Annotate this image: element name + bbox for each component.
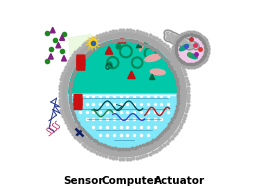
Polygon shape <box>48 54 53 59</box>
Polygon shape <box>105 47 113 54</box>
Polygon shape <box>128 71 135 79</box>
Ellipse shape <box>188 53 197 59</box>
Circle shape <box>89 39 97 47</box>
Text: Actuator: Actuator <box>154 176 205 186</box>
Polygon shape <box>50 27 55 33</box>
Ellipse shape <box>179 44 189 51</box>
Polygon shape <box>136 42 142 48</box>
Ellipse shape <box>150 69 165 75</box>
Polygon shape <box>138 34 144 51</box>
FancyBboxPatch shape <box>77 63 85 70</box>
Text: Computer: Computer <box>102 176 159 186</box>
Polygon shape <box>60 35 64 40</box>
Polygon shape <box>69 83 94 121</box>
FancyBboxPatch shape <box>74 99 82 105</box>
Polygon shape <box>69 94 179 150</box>
FancyBboxPatch shape <box>74 103 82 109</box>
Polygon shape <box>56 42 61 48</box>
Polygon shape <box>62 56 66 61</box>
Polygon shape <box>149 74 155 80</box>
FancyBboxPatch shape <box>74 94 82 101</box>
Ellipse shape <box>145 54 161 62</box>
FancyBboxPatch shape <box>77 55 85 62</box>
Polygon shape <box>118 35 126 43</box>
Text: Sensor: Sensor <box>63 176 104 186</box>
Polygon shape <box>69 34 98 76</box>
Polygon shape <box>69 39 179 94</box>
Circle shape <box>175 33 206 65</box>
FancyBboxPatch shape <box>77 59 85 66</box>
